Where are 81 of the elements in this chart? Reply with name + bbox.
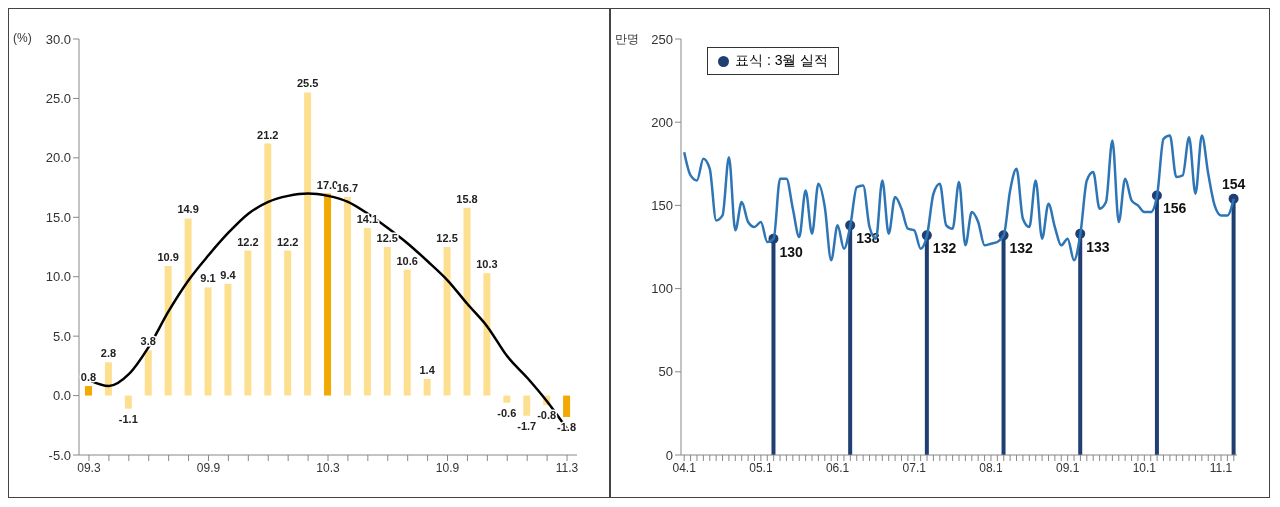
bar [503,395,511,403]
bar [523,395,531,416]
data-label: 15.8 [456,192,478,205]
data-label: -1.7 [517,419,537,432]
data-label: 130 [779,243,804,260]
data-label: -1.8 [557,420,577,433]
y-tick-label: 150 [651,198,673,214]
x-tick-label: 06.1 [825,460,850,475]
x-tick-label: 11.3 [555,460,579,475]
data-label: 10.9 [157,251,179,264]
data-label: 12.5 [436,232,458,244]
data-label: 132 [1009,240,1034,257]
data-label: 132 [932,240,957,257]
data-label: 9.4 [220,268,237,281]
x-tick-label: 08.1 [979,460,1003,475]
data-label: 9.1 [200,272,216,285]
x-tick-label: 11.1 [1209,460,1233,475]
bar [124,395,132,409]
data-label: 156 [1162,200,1187,217]
data-label: 12.2 [276,235,299,248]
bar [443,247,451,396]
bar [284,250,292,396]
x-tick-label: 05.1 [749,460,773,475]
x-tick-label: 09.9 [196,460,221,475]
data-label: 10.3 [476,258,498,271]
x-tick-label: 09.1 [1055,460,1080,475]
data-label: 14.9 [177,203,199,216]
y-tick-label: 50 [658,364,673,380]
bar [144,350,152,396]
bar [304,92,312,396]
data-label: -1.1 [118,412,138,425]
y-tick-label: 0 [665,447,673,463]
data-label: 21.2 [257,128,279,141]
y-tick-label: 100 [651,281,673,297]
data-label: 1.4 [419,363,436,376]
legend-label: 표식 : 3월 실적 [735,52,829,70]
bar [184,218,192,396]
bar [264,143,272,396]
bar [363,227,371,396]
bar [244,250,252,396]
y-tick-label: 0.0 [52,388,71,404]
bar [483,273,491,396]
x-tick-label: 04.1 [672,460,697,475]
y-tick-label: 20.0 [45,150,71,166]
data-label: -0.6 [497,406,517,419]
y-axis-title: 만명 [615,31,639,48]
bar [164,266,172,396]
bar [104,362,112,396]
y-tick-label: 250 [651,31,673,47]
bar [423,378,431,396]
y-tick-label: 30.0 [45,31,71,47]
bar [324,193,332,396]
bar [343,197,351,396]
data-label: -0.8 [537,409,557,422]
y-tick-label: 15.0 [45,209,71,225]
y-tick-label: -5.0 [48,447,71,463]
bar [403,269,411,396]
x-tick-label: 10.3 [316,460,340,475]
data-label: 2.8 [100,347,117,360]
bar [224,283,232,396]
data-label: 12.5 [376,232,399,244]
bar [463,207,471,396]
x-tick-label: 09.3 [77,460,101,475]
y-tick-label: 10.0 [45,269,71,285]
data-label: 12.2 [237,235,259,248]
x-tick-label: 07.1 [902,460,927,475]
bar [85,386,92,396]
data-label: 133 [1086,238,1110,255]
y-axis-title: (%) [13,31,32,45]
bar [383,247,391,396]
y-tick-label: 25.0 [45,91,71,107]
data-label: 10.6 [396,254,418,267]
data-label: 0.8 [80,371,97,384]
y-tick-label: 5.0 [52,328,71,344]
bar [204,287,212,396]
y-tick-label: 200 [651,114,673,130]
x-tick-label: 10.9 [435,460,460,475]
x-tick-label: 10.1 [1132,460,1157,475]
data-label: 25.5 [296,77,319,90]
bar [563,395,571,417]
data-label: 154 [1221,175,1246,192]
